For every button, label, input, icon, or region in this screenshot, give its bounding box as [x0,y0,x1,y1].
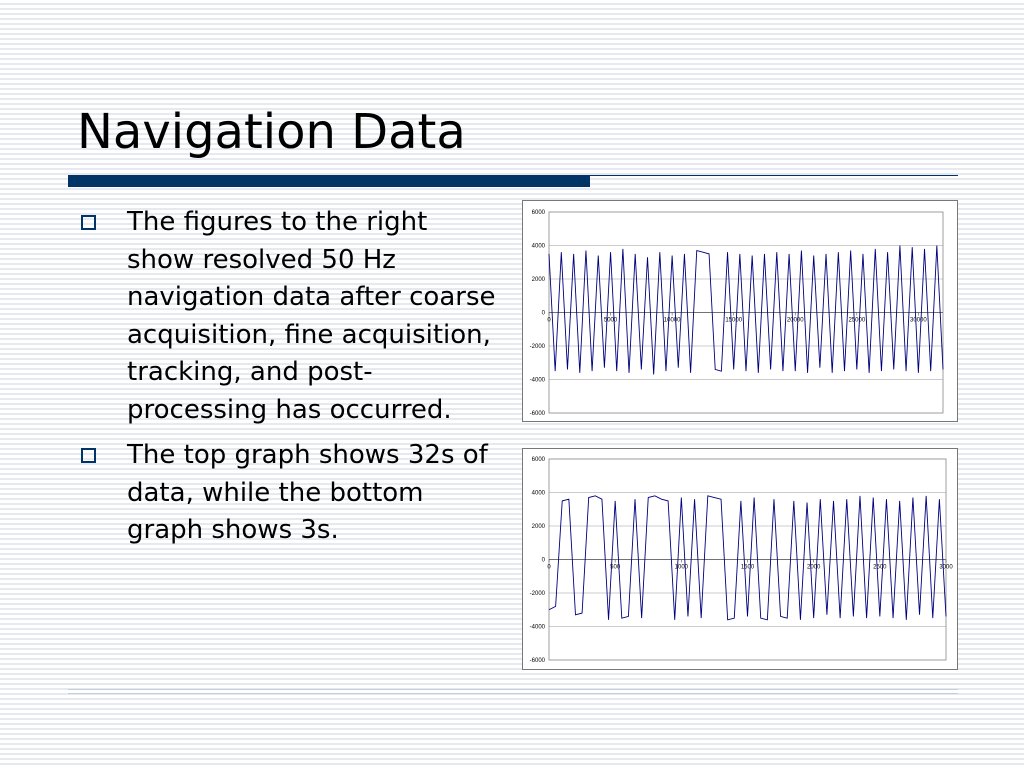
bullet: The figures to the right show resolved 5… [80,204,499,429]
x-tick-label: 25000 [848,318,865,324]
x-tick-label: 1500 [741,565,755,571]
y-tick-label: 6000 [532,457,546,463]
y-tick-label: -4000 [530,378,546,384]
footer-rule [68,689,958,690]
y-tick-label: 2000 [532,524,546,530]
y-tick-label: 6000 [532,210,546,216]
footer-rule [68,693,958,694]
slide-title: Navigation Data [77,104,466,160]
title-rule-thin [590,175,958,176]
y-tick-label: 2000 [532,277,546,283]
y-tick-label: 4000 [532,244,546,250]
y-tick-label: 4000 [532,491,546,497]
x-tick-label: 30000 [910,318,927,324]
x-tick-label: 20000 [787,318,804,324]
y-tick-label: 0 [542,558,546,564]
x-tick-label: 0 [547,565,551,571]
x-tick-label: 15000 [725,318,742,324]
x-tick-label: 5000 [604,318,618,324]
x-tick-label: 500 [610,565,621,571]
y-tick-label: -2000 [530,344,546,350]
x-tick-label: 2000 [807,565,821,571]
x-tick-label: 10000 [664,318,681,324]
x-tick-label: 2500 [873,565,887,571]
y-tick-label: -6000 [530,411,546,417]
y-tick-label: -2000 [530,591,546,597]
chart: 6000 4000 2000 0 -2000 -4000 -6000 0 500 1000 1500… [522,448,958,670]
data-line [548,245,944,375]
x-tick-label: 0 [547,318,551,324]
y-tick-label: 0 [542,311,546,317]
bullet: The top graph shows 32s of data, while t… [80,437,499,550]
x-tick-label: 1000 [675,565,689,571]
bullet-list: The figures to the right show resolved 5… [80,204,500,558]
x-tick-label: 3000 [939,565,953,571]
title-rule [68,175,590,187]
y-tick-label: -4000 [530,625,546,631]
y-tick-label: -6000 [530,658,546,664]
data-line [548,495,947,621]
